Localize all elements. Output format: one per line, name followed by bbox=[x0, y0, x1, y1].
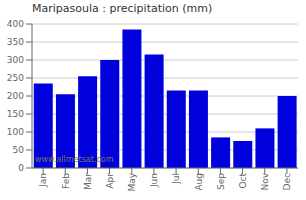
svg-text:Nov: Nov bbox=[260, 172, 270, 190]
svg-text:150: 150 bbox=[7, 109, 24, 119]
svg-text:Jul: Jul bbox=[171, 173, 181, 185]
svg-text:Jun: Jun bbox=[149, 173, 159, 188]
html-text:www.allmetsat.com: www.allmetsat.com bbox=[35, 155, 114, 164]
svg-text:0: 0 bbox=[18, 163, 24, 173]
svg-text:100: 100 bbox=[7, 127, 24, 137]
html-text:Maripasoula : precipitation (m: Maripasoula : precipitation (mm) bbox=[32, 2, 213, 15]
svg-text:Feb: Feb bbox=[61, 173, 71, 189]
svg-text:400: 400 bbox=[7, 19, 24, 29]
svg-text:Jan: Jan bbox=[38, 173, 48, 188]
svg-text:Dec: Dec bbox=[282, 173, 292, 190]
svg-text:200: 200 bbox=[7, 91, 24, 101]
svg-text:50: 50 bbox=[13, 145, 25, 155]
svg-text:Mar: Mar bbox=[83, 173, 93, 190]
svg-text:Oct: Oct bbox=[238, 173, 248, 189]
svg-text:300: 300 bbox=[7, 55, 24, 65]
svg-text:May: May bbox=[127, 172, 137, 191]
svg-text:Aug: Aug bbox=[194, 173, 204, 191]
svg-text:350: 350 bbox=[7, 37, 24, 47]
svg-text:250: 250 bbox=[7, 73, 24, 83]
svg-text:Sep: Sep bbox=[216, 173, 226, 190]
svg-text:Apr: Apr bbox=[105, 173, 115, 189]
